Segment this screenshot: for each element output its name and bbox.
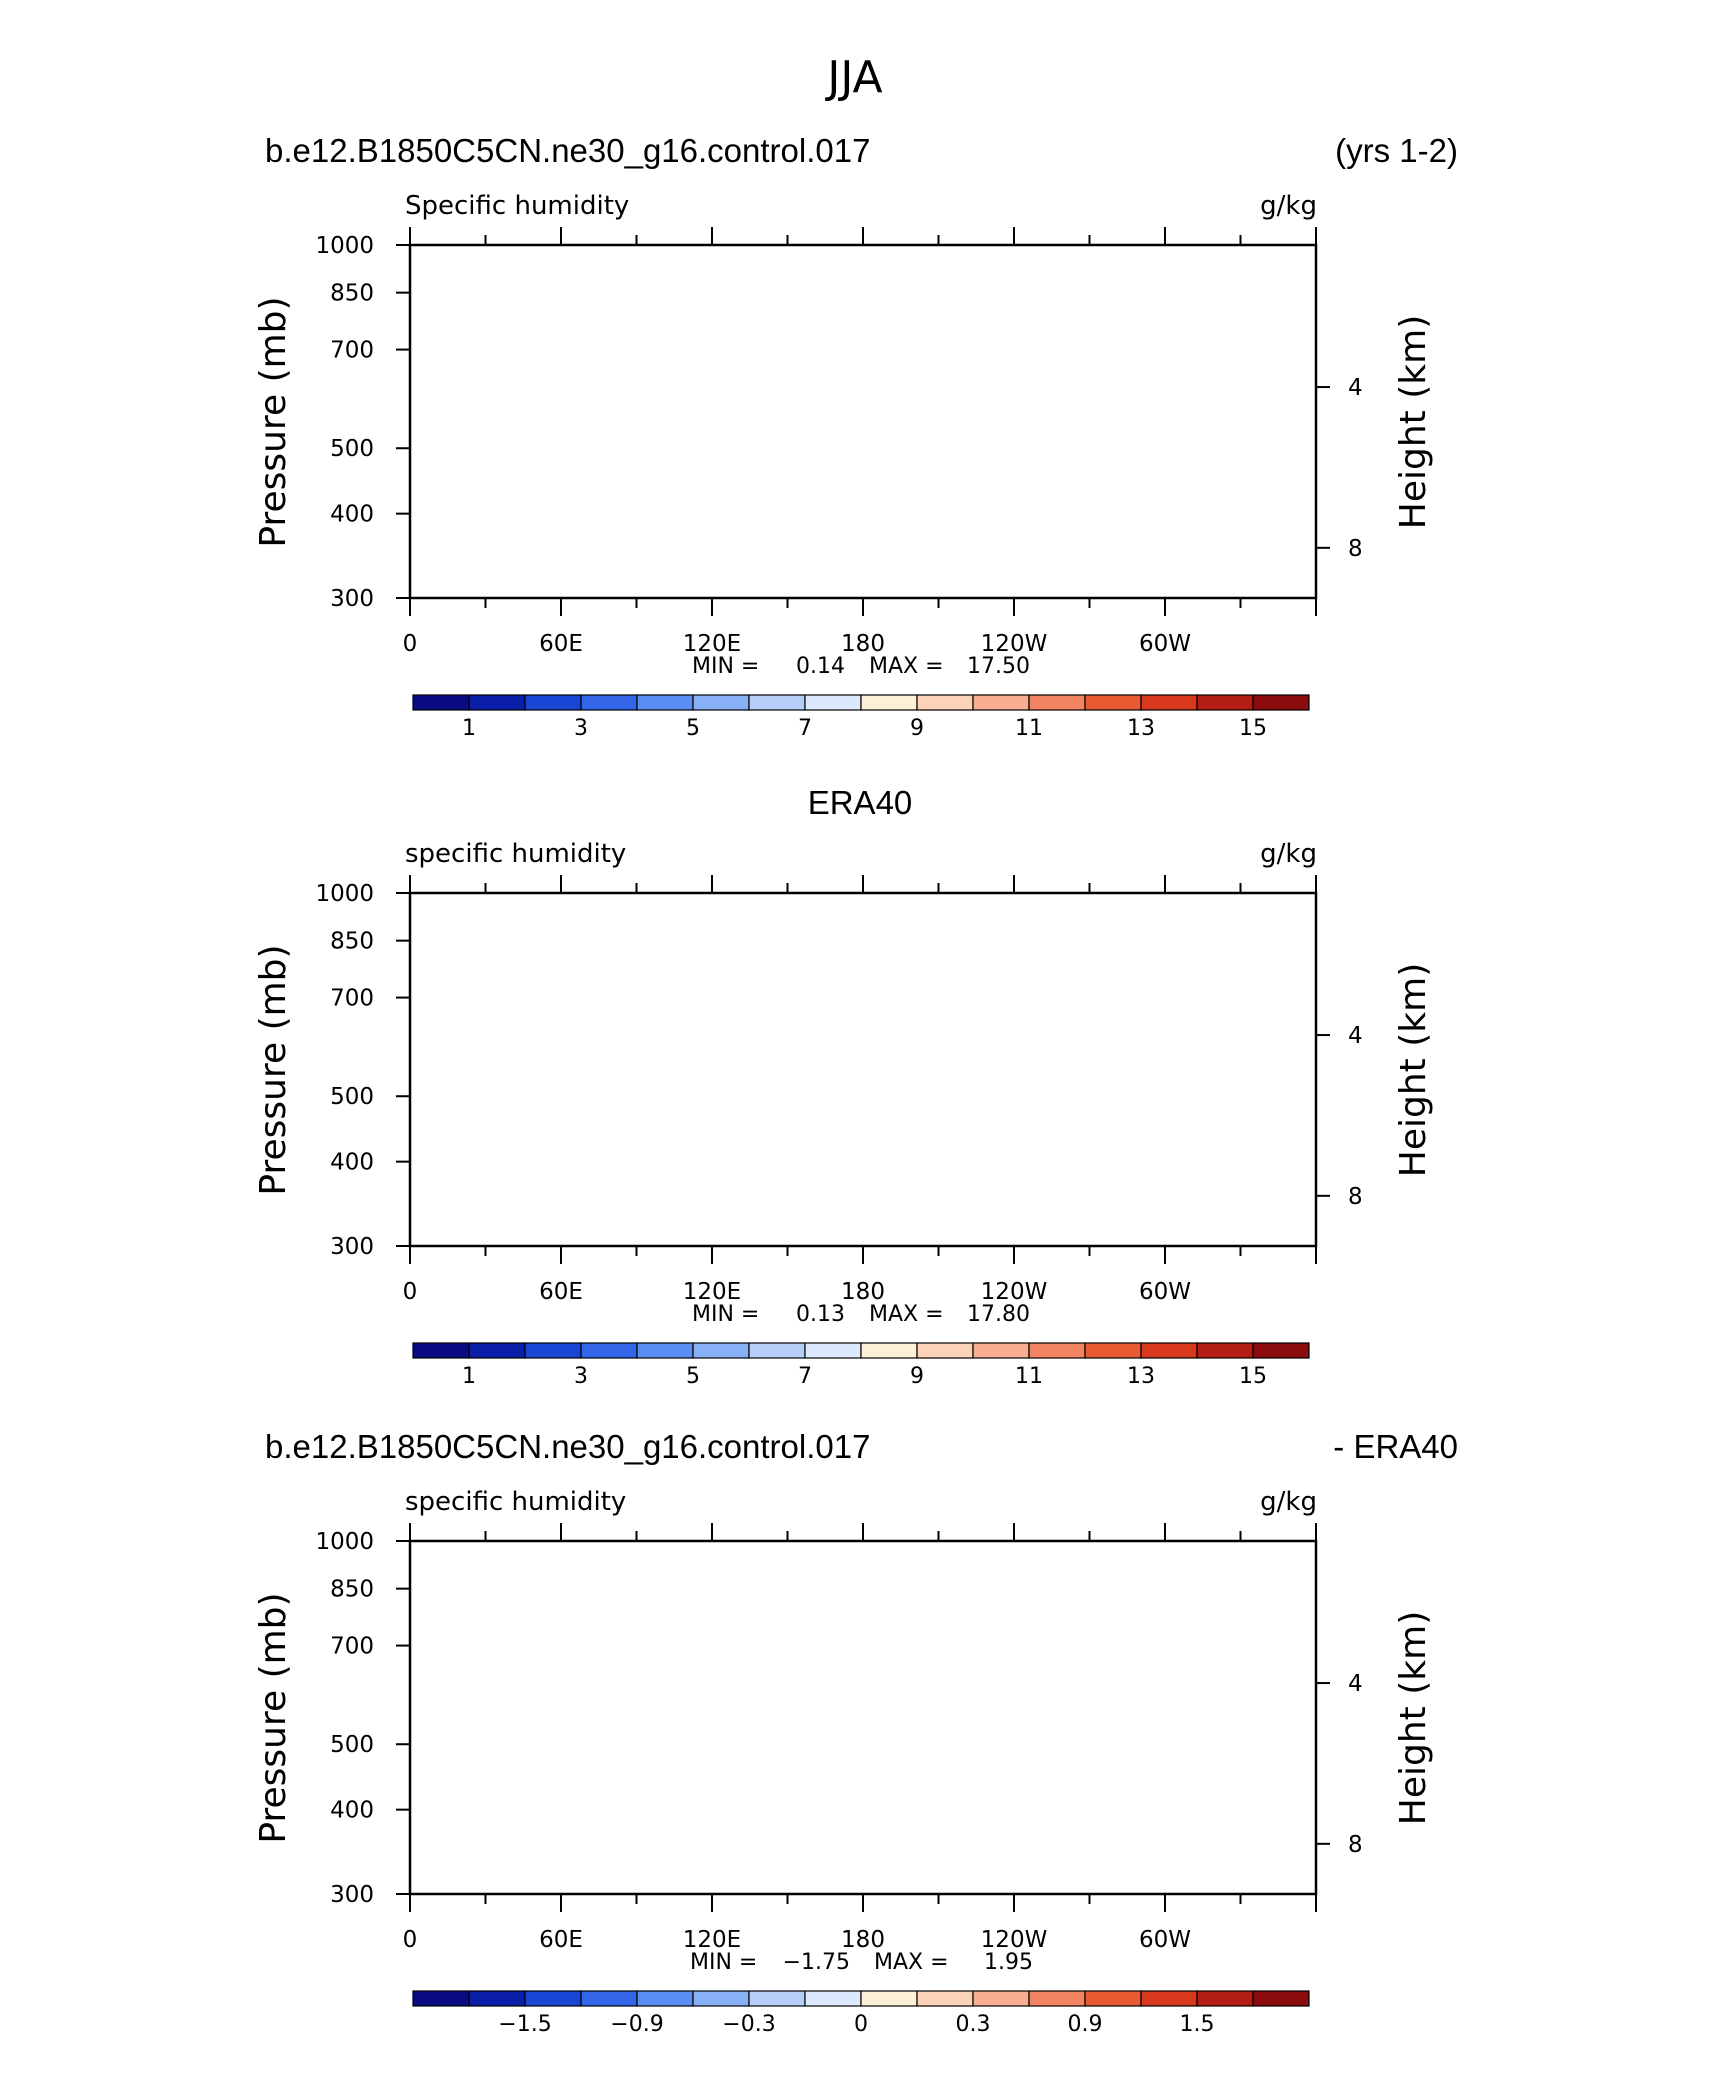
units-label: g/kg (1260, 191, 1317, 221)
figure-title: JJA (824, 52, 882, 103)
panel-header-left: b.e12.B1850C5CN.ne30_g16.control.017 (265, 132, 870, 169)
panel-model: b.e12.B1850C5CN.ne30_g16.control.017 (yr… (253, 132, 1458, 741)
variable-label: Specific humidity (405, 191, 629, 221)
panel-header-right: (yrs 1-2) (1335, 132, 1458, 169)
